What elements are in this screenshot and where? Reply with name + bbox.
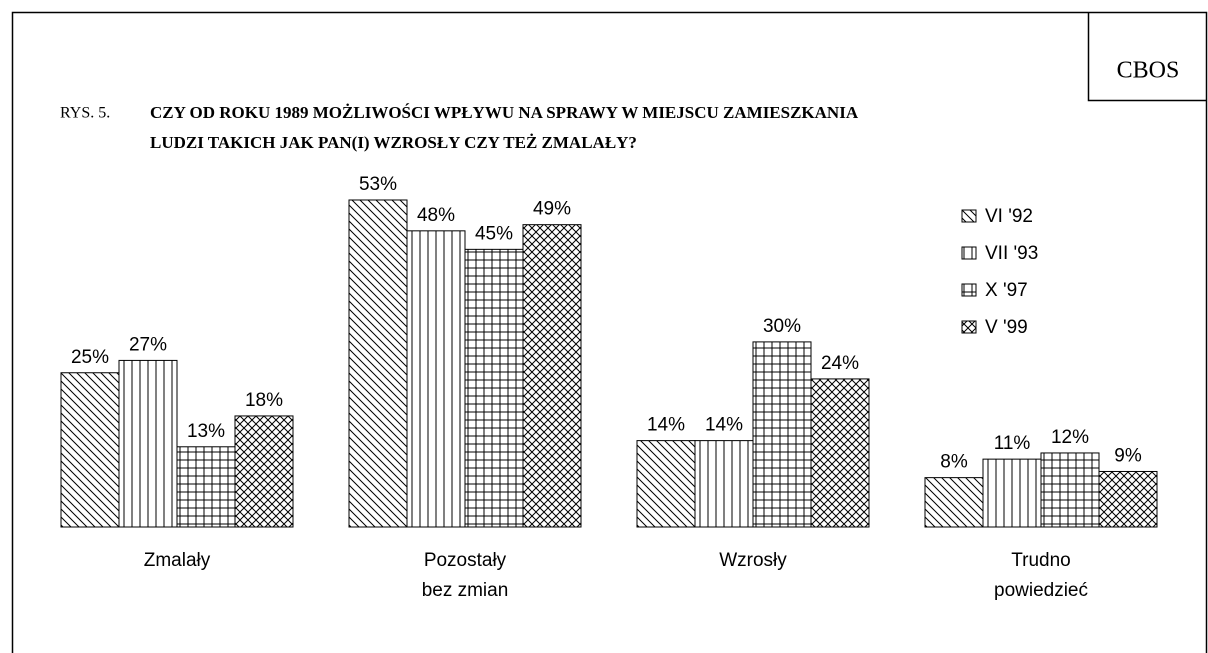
data-label: 14% <box>705 415 743 436</box>
bar <box>406 230 466 528</box>
data-label: 9% <box>1114 445 1142 466</box>
data-label: 14% <box>647 415 685 436</box>
data-label: 45% <box>475 223 513 244</box>
bar <box>982 458 1042 528</box>
data-label: 11% <box>994 433 1031 454</box>
bar <box>810 378 870 528</box>
data-label: 18% <box>245 390 283 411</box>
bar <box>694 440 754 528</box>
legend-label: VII '93 <box>985 243 1038 264</box>
legend-swatch <box>961 283 977 297</box>
data-label: 53% <box>359 174 397 195</box>
data-label: 24% <box>821 353 859 374</box>
data-label: 13% <box>187 421 225 442</box>
x-tick-label: Zmalały <box>144 550 211 571</box>
legend-swatch <box>961 246 977 260</box>
x-tick-label: Pozostały <box>424 550 507 571</box>
legend-label: VI '92 <box>985 206 1033 227</box>
bar <box>234 415 294 528</box>
data-label: 27% <box>129 334 167 355</box>
bar <box>1098 470 1158 528</box>
data-label: 48% <box>417 205 455 226</box>
legend-swatch <box>961 320 977 334</box>
frame <box>11 11 1208 653</box>
bar <box>636 440 696 528</box>
legend-label: X '97 <box>985 280 1028 301</box>
x-tick-label: bez zmian <box>422 580 509 601</box>
logo: CBOS <box>1117 58 1180 84</box>
bar <box>348 199 408 528</box>
data-label: 49% <box>533 199 571 220</box>
bar <box>752 341 812 528</box>
data-label: 30% <box>763 316 801 337</box>
data-label: 12% <box>1051 427 1089 448</box>
bar <box>464 248 524 528</box>
chart-title: LUDZI TAKICH JAK PAN(I) WZROSŁY CZY TEŻ … <box>150 133 637 152</box>
figure-number: RYS. 5. <box>60 105 110 122</box>
x-tick-label: powiedzieć <box>994 580 1088 601</box>
bar <box>118 359 178 528</box>
bar <box>60 372 120 528</box>
bar <box>924 477 984 528</box>
bar <box>522 224 582 528</box>
bar <box>176 446 236 528</box>
bar <box>1040 452 1100 528</box>
data-label: 25% <box>71 347 109 368</box>
legend-label: V '99 <box>985 317 1028 338</box>
x-tick-label: Trudno <box>1011 550 1071 571</box>
x-tick-label: Wzrosły <box>719 550 787 571</box>
logo-box <box>1087 12 1207 102</box>
legend-swatch <box>961 209 977 223</box>
chart-title: CZY OD ROKU 1989 MOŻLIWOŚCI WPŁYWU NA SP… <box>150 103 859 122</box>
data-label: 8% <box>940 452 968 473</box>
